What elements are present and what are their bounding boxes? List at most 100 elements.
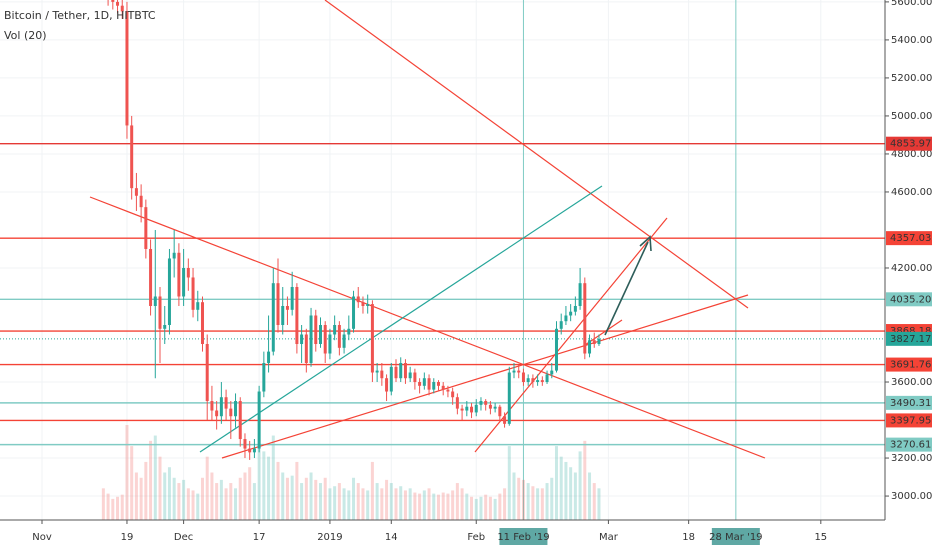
candle-body [144, 207, 148, 249]
volume-bar [479, 496, 483, 520]
candle-body [521, 372, 525, 383]
volume-bar [394, 488, 398, 520]
last-price-box [886, 331, 932, 346]
x-tick-label: 14 [385, 532, 398, 543]
candle-body [243, 439, 247, 449]
candle-body [149, 248, 153, 306]
candle-body [276, 283, 280, 325]
candle-body [295, 286, 299, 345]
candle-body [470, 406, 474, 413]
volume-bar [583, 440, 587, 520]
volume-bar [573, 472, 577, 520]
volume-bar [498, 493, 502, 520]
volume-bar [455, 483, 459, 520]
drawings [89, 0, 766, 459]
price-level-box [886, 231, 932, 246]
volume-bar [356, 483, 360, 520]
volume-bar [512, 472, 516, 520]
candle-body [352, 296, 356, 329]
volume-bar [144, 461, 148, 520]
volume-bar [564, 461, 568, 520]
volume-bar [267, 456, 271, 520]
volume-bar [323, 477, 327, 520]
candle-body [229, 408, 233, 417]
volume-bar [290, 475, 294, 520]
volume-bar [125, 425, 129, 520]
volume-bar [588, 472, 592, 520]
candle-body [347, 328, 351, 335]
trendline [324, 0, 749, 309]
trendline [474, 217, 668, 453]
y-tick-label: 3000.00 [891, 491, 932, 502]
candle-body [219, 397, 223, 417]
volume-bar [342, 488, 346, 520]
volume-bar [318, 483, 322, 520]
volume-bar [262, 451, 266, 520]
volume-bar [257, 446, 261, 520]
volume-bar [139, 477, 143, 520]
volume-bar [370, 461, 374, 520]
volume-bar [375, 483, 379, 520]
candle-body [517, 370, 521, 373]
candle-body [323, 325, 327, 354]
candle-body [252, 448, 256, 453]
volume-bar [408, 488, 412, 520]
volume-bar [149, 440, 153, 520]
candle-body [267, 351, 271, 364]
candle-body [498, 406, 502, 417]
date-marker-label: 28 Mar '19 [709, 532, 762, 543]
volume-bar [385, 479, 389, 520]
candle-body [488, 404, 492, 409]
candle-body [200, 302, 204, 345]
y-tick-label: 3200.00 [891, 453, 932, 464]
y-tick-label: 4200.00 [891, 263, 932, 274]
volume-bar [347, 490, 351, 520]
candle-body [385, 378, 389, 392]
candle-body [356, 296, 360, 303]
candle-body [361, 302, 365, 306]
arrow-head [639, 235, 652, 252]
volume-bar [366, 490, 370, 520]
volume-bar [470, 496, 474, 520]
date-marker-box [499, 528, 548, 545]
candle-body [248, 448, 252, 453]
x-tick-label: 2019 [317, 532, 342, 543]
axis-labels: 5600.00 5400.00 5200.00 5000.00 4800.00 4600.… [32, 0, 932, 545]
candle-body [300, 334, 304, 345]
volume-bar [333, 486, 337, 520]
candle-body [479, 401, 483, 405]
volume-bar [238, 477, 242, 520]
trendline [89, 196, 766, 459]
candle-body [177, 252, 181, 297]
chart-title: Bitcoin / Tether, 1D, HITBTC [4, 9, 156, 22]
candle-body [389, 366, 393, 392]
candle-body [399, 363, 403, 379]
candle-body [238, 401, 242, 440]
volume-bar [427, 488, 431, 520]
price-level-label: 3868.18 [890, 326, 931, 337]
volume-bar [309, 472, 313, 520]
candle-body [380, 370, 384, 379]
volume-bar [229, 483, 233, 520]
candle-body [172, 252, 176, 259]
candle-body [592, 340, 596, 345]
candle-body [441, 385, 445, 390]
volume-bar [578, 451, 582, 520]
candle-body [564, 315, 568, 322]
x-tick-label: 15 [814, 532, 827, 543]
price-level-box [886, 395, 932, 410]
candle-body [342, 334, 346, 348]
volume-bar [285, 477, 289, 520]
volume-bar [526, 483, 530, 520]
arrow [604, 241, 649, 336]
candle-body [366, 304, 370, 306]
x-tick-label: 19 [121, 532, 134, 543]
price-level-label: 4035.20 [890, 294, 931, 305]
date-marker-box [711, 528, 760, 545]
y-tick-label: 4600.00 [891, 187, 932, 198]
candle-body [139, 195, 143, 208]
candle-body [290, 286, 294, 310]
price-lines [0, 142, 885, 446]
volume-bar [215, 483, 219, 520]
volume-bar [281, 472, 285, 520]
